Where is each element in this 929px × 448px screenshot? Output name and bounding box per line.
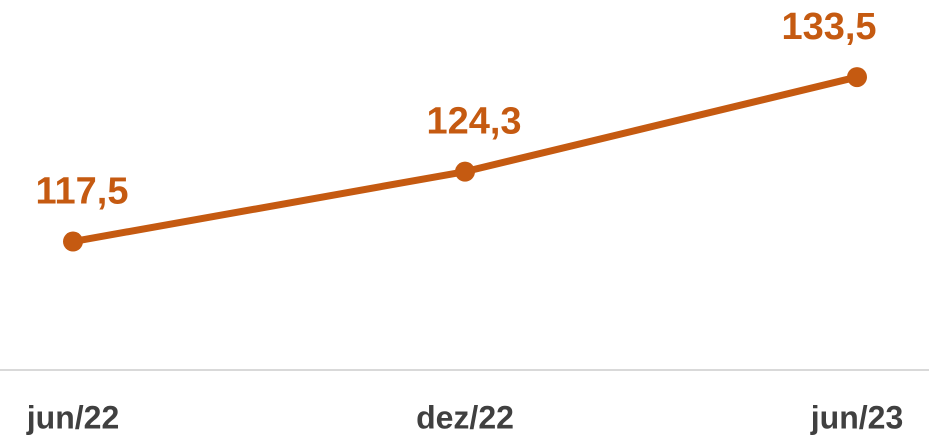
x-tick-label: jun/22 [26, 399, 119, 435]
point [63, 231, 83, 252]
x-tick-label: dez/22 [416, 399, 514, 435]
point [847, 67, 867, 88]
data-label: 124,3 [426, 101, 521, 143]
data-label: 133,5 [781, 6, 876, 48]
point [455, 161, 475, 182]
data-label: 117,5 [36, 171, 129, 213]
x-tick-label: jun/23 [810, 399, 903, 435]
